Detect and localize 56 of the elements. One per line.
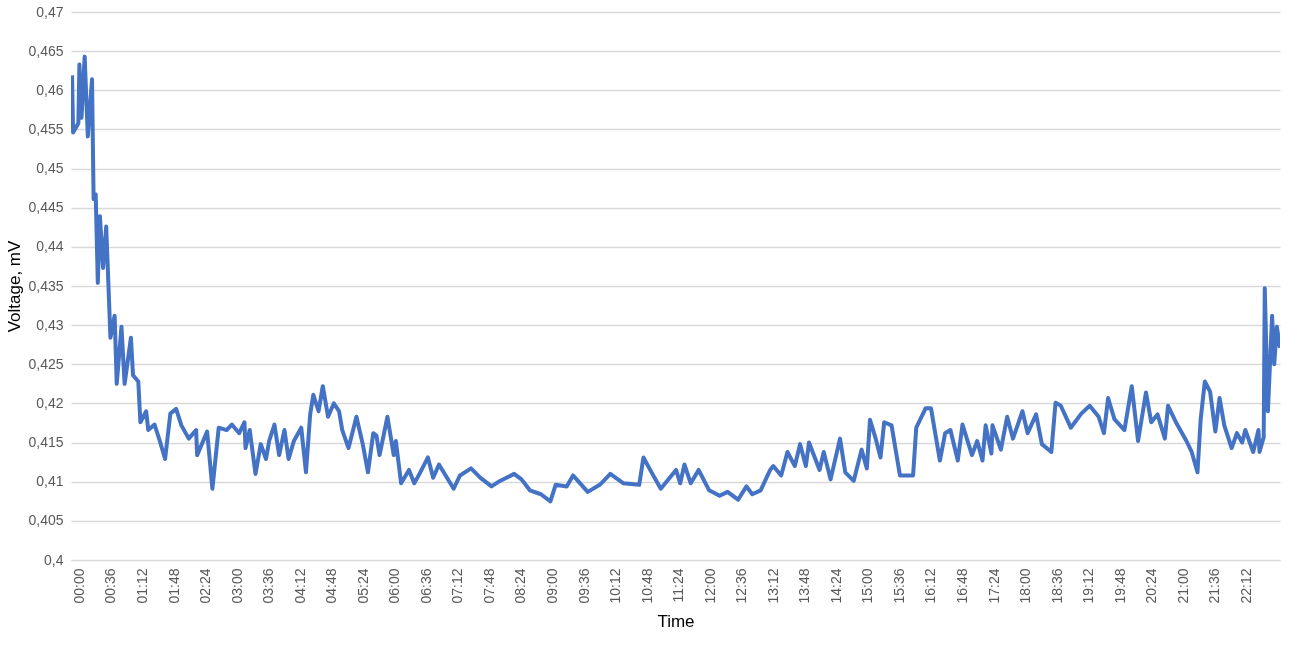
x-tick-label: 00:00: [70, 568, 87, 604]
y-tick-label: 0,405: [28, 512, 64, 529]
x-axis-title: Time: [657, 611, 695, 631]
x-tick-label: 07:12: [449, 568, 466, 604]
x-tick-label: 12:36: [733, 568, 750, 604]
y-tick-label: 0,44: [36, 238, 64, 255]
y-tick-label: 0,435: [28, 277, 64, 294]
y-tick-label: 0,465: [28, 42, 64, 59]
x-tick-label: 06:36: [417, 568, 434, 604]
x-tick-label: 18:36: [1048, 568, 1065, 604]
y-tick-label: 0,47: [36, 3, 64, 20]
x-tick-label: 18:00: [1017, 568, 1034, 604]
x-tick-label: 11:24: [670, 568, 687, 603]
y-tick-label: 0,4: [44, 551, 64, 568]
y-axis-title: Voltage, mV: [5, 240, 25, 333]
x-tick-label: 13:48: [796, 568, 813, 604]
x-tick-label: 01:48: [165, 568, 182, 604]
y-tick-label: 0,42: [36, 394, 64, 411]
x-tick-label: 19:12: [1080, 568, 1097, 604]
x-tick-label: 20:24: [1143, 568, 1160, 604]
x-tick-label: 02:24: [197, 568, 214, 604]
x-tick-label: 17:24: [985, 568, 1002, 604]
x-tick-label: 10:48: [638, 568, 655, 604]
x-tick-label: 12:00: [701, 568, 718, 604]
x-tick-label: 03:00: [228, 568, 245, 604]
x-tick-label: 09:00: [544, 568, 560, 604]
x-tick-label: 16:48: [954, 568, 971, 604]
y-tick-label: 0,455: [28, 120, 64, 137]
y-tick-label: 0,41: [36, 473, 64, 490]
y-tick-label: 0,425: [28, 355, 64, 372]
y-tick-label: 0,445: [28, 199, 64, 216]
x-tick-label: 07:48: [480, 568, 497, 604]
x-tick-label: 04:12: [291, 568, 308, 604]
x-tick-label: 22:12: [1237, 568, 1254, 604]
x-tick-label: 08:24: [512, 568, 529, 604]
x-tick-label: 00:36: [102, 568, 119, 604]
x-tick-label: 21:00: [1174, 568, 1191, 604]
y-tick-label: 0,45: [36, 160, 64, 177]
x-tick-label: 06:00: [386, 568, 403, 604]
x-tick-label: 09:36: [575, 568, 592, 604]
x-tick-label: 19:48: [1111, 568, 1128, 604]
x-tick-label: 04:48: [323, 568, 340, 604]
x-tick-label: 16:12: [922, 568, 939, 604]
x-tick-label: 15:36: [890, 568, 907, 604]
y-tick-label: 0,415: [28, 434, 64, 451]
y-tick-label: 0,46: [36, 81, 64, 98]
x-tick-label: 14:24: [827, 568, 844, 604]
line-series: [71, 54, 1280, 504]
y-tick-label: 0,43: [36, 316, 64, 333]
x-tick-label: 01:12: [133, 568, 150, 604]
x-tick-label: 15:00: [859, 568, 876, 604]
x-tick-label: 10:12: [607, 568, 624, 604]
x-tick-label: 21:36: [1206, 568, 1223, 604]
x-tick-label: 03:36: [260, 568, 277, 604]
x-tick-label: 05:24: [354, 568, 371, 604]
x-tick-label: 13:12: [764, 568, 781, 604]
